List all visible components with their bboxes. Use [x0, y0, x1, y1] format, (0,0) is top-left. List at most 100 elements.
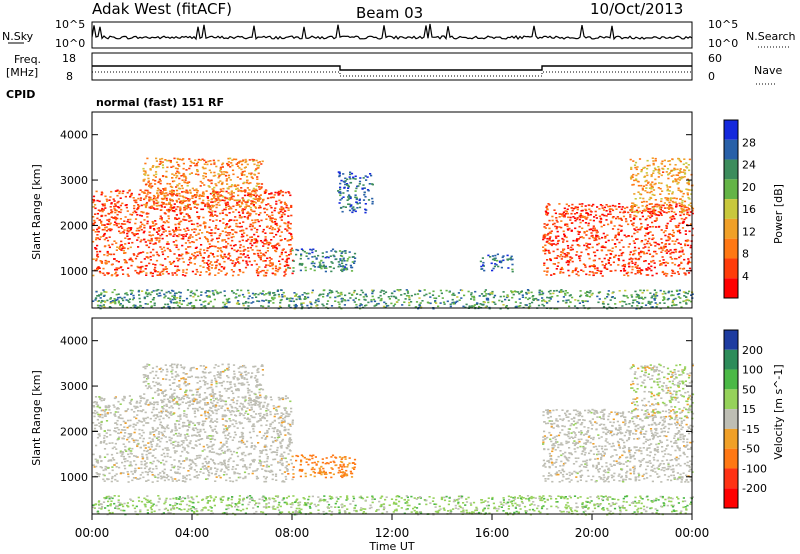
heatmap-cell [109, 301, 112, 303]
heatmap-cell [139, 189, 142, 191]
heatmap-cell [359, 307, 362, 310]
heatmap-cell [596, 234, 599, 237]
heatmap-cell [602, 232, 605, 235]
heatmap-cell [563, 233, 566, 236]
heatmap-cell [679, 214, 682, 217]
heatmap-cell [231, 410, 234, 412]
heatmap-cell [181, 257, 184, 260]
heatmap-cell [98, 238, 101, 241]
heatmap-cell [592, 259, 595, 262]
heatmap-cell [672, 251, 675, 254]
heatmap-cell [676, 230, 679, 232]
heatmap-cell [235, 222, 238, 225]
heatmap-cell [236, 249, 240, 252]
heatmap-cell [237, 211, 241, 214]
heatmap-cell [142, 476, 145, 479]
heatmap-cell [635, 168, 638, 171]
heatmap-cell [347, 185, 350, 188]
heatmap-cell [133, 207, 136, 210]
heatmap-cell [278, 229, 281, 231]
heatmap-cell [252, 410, 255, 413]
heatmap-cell [174, 432, 178, 435]
heatmap-cell [653, 241, 656, 244]
heatmap-cell [675, 174, 678, 176]
heatmap-cell [527, 306, 530, 308]
heatmap-cell [164, 268, 167, 270]
heatmap-cell [231, 468, 234, 471]
heatmap-cell [202, 222, 205, 225]
heatmap-cell [279, 299, 282, 302]
heatmap-cell [666, 188, 669, 191]
heatmap-cell [683, 204, 686, 207]
heatmap-cell [219, 199, 222, 202]
heatmap-cell [98, 294, 101, 296]
heatmap-cell [214, 404, 217, 406]
heatmap-cell [555, 268, 558, 270]
heatmap-cell [194, 194, 197, 196]
heatmap-cell [506, 294, 509, 296]
heatmap-cell [685, 213, 689, 215]
date-title: 10/Oct/2013 [590, 0, 683, 18]
heatmap-cell [219, 174, 222, 176]
heatmap-cell [187, 206, 190, 209]
heatmap-cell [254, 169, 257, 172]
heatmap-cell [227, 242, 230, 245]
heatmap-cell [221, 306, 224, 309]
heatmap-cell [620, 225, 623, 227]
heatmap-cell [586, 245, 589, 248]
heatmap-cell [188, 203, 191, 206]
heatmap-cell [226, 429, 229, 431]
heatmap-cell [644, 218, 647, 221]
heatmap-cell [423, 289, 426, 291]
heatmap-cell [604, 241, 608, 243]
heatmap-cell [558, 290, 561, 293]
heatmap-cell [561, 215, 564, 217]
heatmap-cell [194, 228, 197, 231]
heatmap-cell [281, 464, 284, 467]
heatmap-cell [366, 189, 370, 191]
heatmap-cell [473, 299, 476, 301]
heatmap-cell [563, 234, 566, 237]
heatmap-cell [246, 307, 250, 310]
heatmap-cell [141, 397, 144, 399]
heatmap-cell [188, 241, 191, 244]
heatmap-cell [176, 175, 179, 177]
heatmap-cell [485, 298, 489, 301]
heatmap-cell [111, 469, 114, 472]
heatmap-cell [313, 269, 316, 272]
heatmap-cell [662, 296, 665, 298]
heatmap-cell [645, 187, 648, 189]
heatmap-cell [524, 304, 527, 306]
heatmap-cell [618, 206, 621, 208]
heatmap-cell [542, 246, 545, 248]
heatmap-cell [109, 297, 112, 299]
heatmap-cell [683, 200, 687, 203]
heatmap-cell [115, 473, 118, 475]
heatmap-cell [96, 253, 99, 256]
heatmap-cell [99, 304, 102, 307]
heatmap-cell [646, 167, 649, 170]
heatmap-cell [199, 254, 202, 257]
heatmap-cell [242, 235, 245, 238]
heatmap-cell [638, 270, 641, 272]
heatmap-cell [199, 248, 202, 251]
heatmap-cell [175, 274, 178, 276]
heatmap-cell [289, 459, 292, 461]
heatmap-cell [214, 190, 217, 193]
heatmap-cell [233, 263, 237, 266]
heatmap-cell [634, 166, 637, 169]
heatmap-cell [182, 162, 185, 165]
heatmap-cell [229, 436, 232, 438]
heatmap-cell [269, 232, 272, 234]
heatmap-cell [338, 172, 341, 175]
heatmap-cell [630, 166, 633, 169]
heatmap-cell [654, 245, 657, 247]
nave-trace [92, 71, 692, 77]
heatmap-cell [173, 296, 176, 298]
heatmap-cell [649, 226, 652, 228]
heatmap-cell [676, 293, 679, 296]
heatmap-cell [228, 234, 231, 236]
heatmap-cell [181, 191, 184, 193]
heatmap-cell [634, 261, 637, 264]
